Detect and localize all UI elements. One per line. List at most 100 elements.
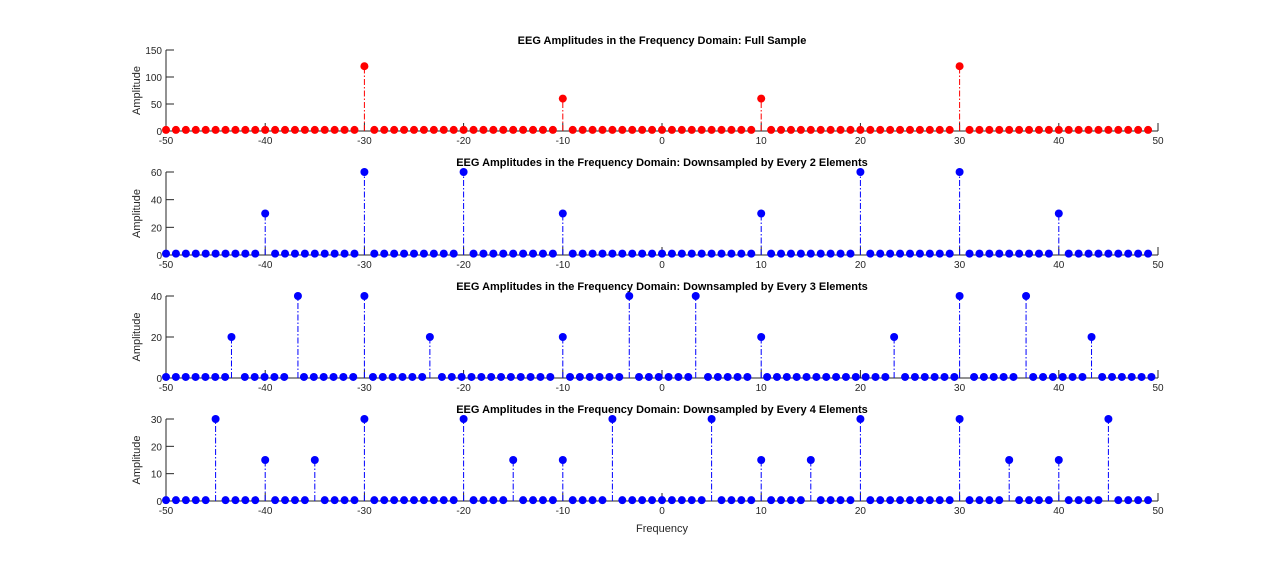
stem-marker bbox=[241, 249, 250, 258]
stem-marker bbox=[836, 496, 845, 505]
stem-marker bbox=[429, 249, 438, 258]
stem-marker bbox=[717, 496, 726, 505]
stem-marker bbox=[1005, 249, 1014, 258]
stem-marker bbox=[1044, 249, 1053, 258]
stem-marker bbox=[425, 333, 434, 341]
stem-marker bbox=[1144, 496, 1153, 505]
stem-marker bbox=[227, 333, 236, 341]
stem-marker bbox=[340, 496, 349, 505]
stem-marker bbox=[300, 249, 309, 258]
stem-marker bbox=[408, 372, 417, 381]
stem-marker bbox=[368, 372, 377, 381]
stem-marker bbox=[757, 333, 766, 341]
stem-marker bbox=[677, 249, 686, 258]
stem-marker bbox=[568, 496, 577, 505]
x-tick-label: 10 bbox=[756, 383, 768, 394]
stem-marker bbox=[763, 372, 772, 381]
stem-marker bbox=[826, 249, 835, 258]
y-tick-label: 50 bbox=[151, 100, 163, 111]
stem-marker bbox=[747, 249, 756, 258]
stem-marker bbox=[677, 125, 686, 134]
stem-marker bbox=[1029, 372, 1038, 381]
stem-marker bbox=[201, 249, 210, 258]
stem-marker bbox=[945, 125, 954, 134]
stem-marker bbox=[390, 249, 399, 258]
stem-marker bbox=[1044, 125, 1053, 134]
x-tick-label: 10 bbox=[756, 260, 768, 271]
stem-marker bbox=[566, 372, 575, 381]
x-tick-label: -30 bbox=[357, 136, 372, 147]
stem-marker bbox=[419, 249, 428, 258]
stem-marker bbox=[251, 496, 260, 505]
stem-marker bbox=[743, 372, 752, 381]
subplot-title: EEG Amplitudes in the Frequency Domain: … bbox=[456, 157, 868, 169]
stem-marker bbox=[290, 496, 299, 505]
stem-marker bbox=[975, 496, 984, 505]
stem-marker bbox=[975, 249, 984, 258]
stem-series bbox=[162, 415, 1153, 505]
stem-marker bbox=[767, 249, 776, 258]
stem-marker bbox=[280, 372, 289, 381]
stem-marker bbox=[896, 249, 905, 258]
stem-marker bbox=[1034, 249, 1043, 258]
stem-marker bbox=[713, 372, 722, 381]
x-tick-label: 50 bbox=[1152, 136, 1164, 147]
stem-marker bbox=[340, 125, 349, 134]
stem-marker bbox=[171, 372, 180, 381]
stem-marker bbox=[1104, 249, 1113, 258]
stem-marker bbox=[410, 496, 418, 505]
stem-marker bbox=[240, 372, 249, 381]
y-tick-label: 10 bbox=[151, 470, 163, 481]
stem-marker bbox=[697, 249, 706, 258]
stem-marker bbox=[684, 372, 693, 381]
stem-marker bbox=[1044, 496, 1053, 505]
stem-marker bbox=[191, 372, 200, 381]
stem-marker bbox=[595, 372, 604, 381]
stem-marker bbox=[558, 209, 567, 218]
stem-marker bbox=[786, 125, 795, 134]
stem-marker bbox=[628, 496, 637, 505]
x-tick-label: -20 bbox=[456, 383, 471, 394]
stem-marker bbox=[548, 496, 557, 505]
y-tick-label: 20 bbox=[151, 442, 163, 453]
stem-marker bbox=[866, 125, 875, 134]
stem-marker bbox=[876, 496, 885, 505]
y-tick-label: 40 bbox=[151, 292, 163, 303]
stem-marker bbox=[915, 125, 924, 134]
stem-marker bbox=[767, 496, 776, 505]
stem-marker bbox=[181, 496, 190, 505]
stem-marker bbox=[339, 372, 348, 381]
stem-marker bbox=[201, 496, 210, 505]
stem-marker bbox=[479, 125, 488, 134]
stem-marker bbox=[231, 249, 240, 258]
stem-marker bbox=[1087, 333, 1096, 341]
x-tick-label: 0 bbox=[659, 383, 665, 394]
stem-marker bbox=[906, 496, 914, 505]
stem-marker bbox=[674, 372, 683, 381]
stem-marker bbox=[419, 125, 428, 134]
stem-marker bbox=[826, 496, 835, 505]
stem-marker bbox=[271, 125, 280, 134]
subplot-title: EEG Amplitudes in the Frequency Domain: … bbox=[456, 404, 868, 416]
stem-marker bbox=[667, 496, 676, 505]
stem-marker bbox=[876, 249, 885, 258]
stem-marker bbox=[459, 168, 468, 176]
stem-marker bbox=[985, 496, 994, 505]
stem-marker bbox=[638, 125, 647, 134]
stem-marker bbox=[191, 125, 200, 134]
stem-marker bbox=[1058, 372, 1067, 381]
stem-marker bbox=[1078, 372, 1087, 381]
stem-marker bbox=[529, 496, 538, 505]
stem-marker bbox=[221, 496, 230, 505]
stem-marker bbox=[546, 372, 555, 381]
stem-marker bbox=[360, 292, 369, 300]
y-axis-label: Amplitude bbox=[131, 66, 143, 115]
stem-marker bbox=[410, 125, 418, 134]
stem-marker bbox=[1074, 125, 1083, 134]
stem-marker bbox=[211, 372, 220, 381]
stem-marker bbox=[231, 125, 240, 134]
stem-marker bbox=[806, 125, 815, 134]
stem-marker bbox=[162, 125, 170, 134]
stem-marker bbox=[1064, 249, 1073, 258]
stem-marker bbox=[915, 249, 924, 258]
